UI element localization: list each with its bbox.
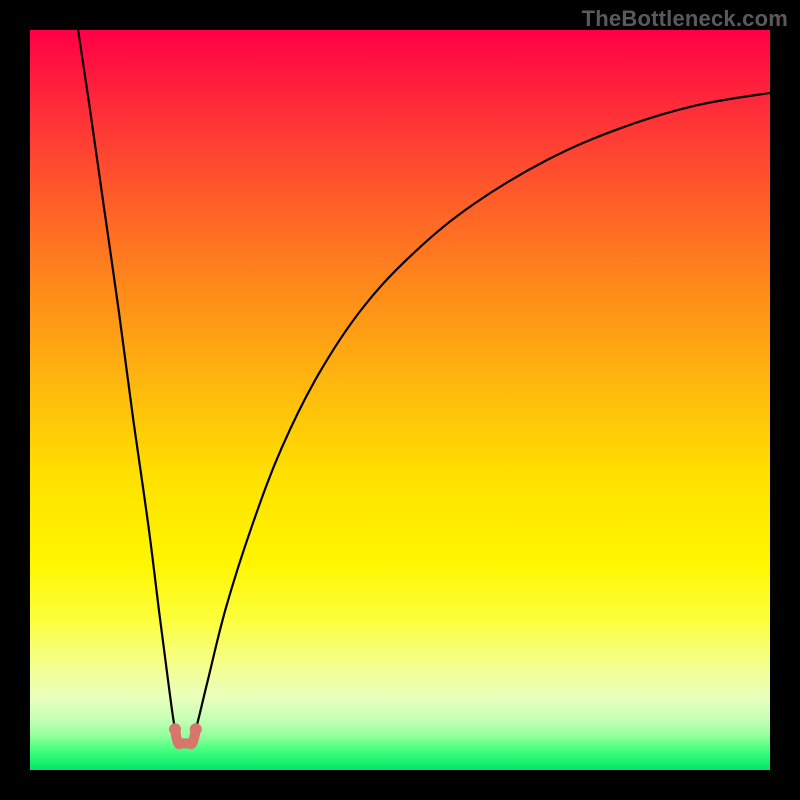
chart-frame: TheBottleneck.com bbox=[0, 0, 800, 800]
gradient-background bbox=[30, 30, 770, 770]
plot-svg bbox=[30, 30, 770, 770]
plot-area bbox=[30, 30, 770, 770]
trough-dot-right bbox=[190, 723, 202, 735]
watermark-text: TheBottleneck.com bbox=[582, 6, 788, 32]
trough-dot-left bbox=[169, 723, 181, 735]
